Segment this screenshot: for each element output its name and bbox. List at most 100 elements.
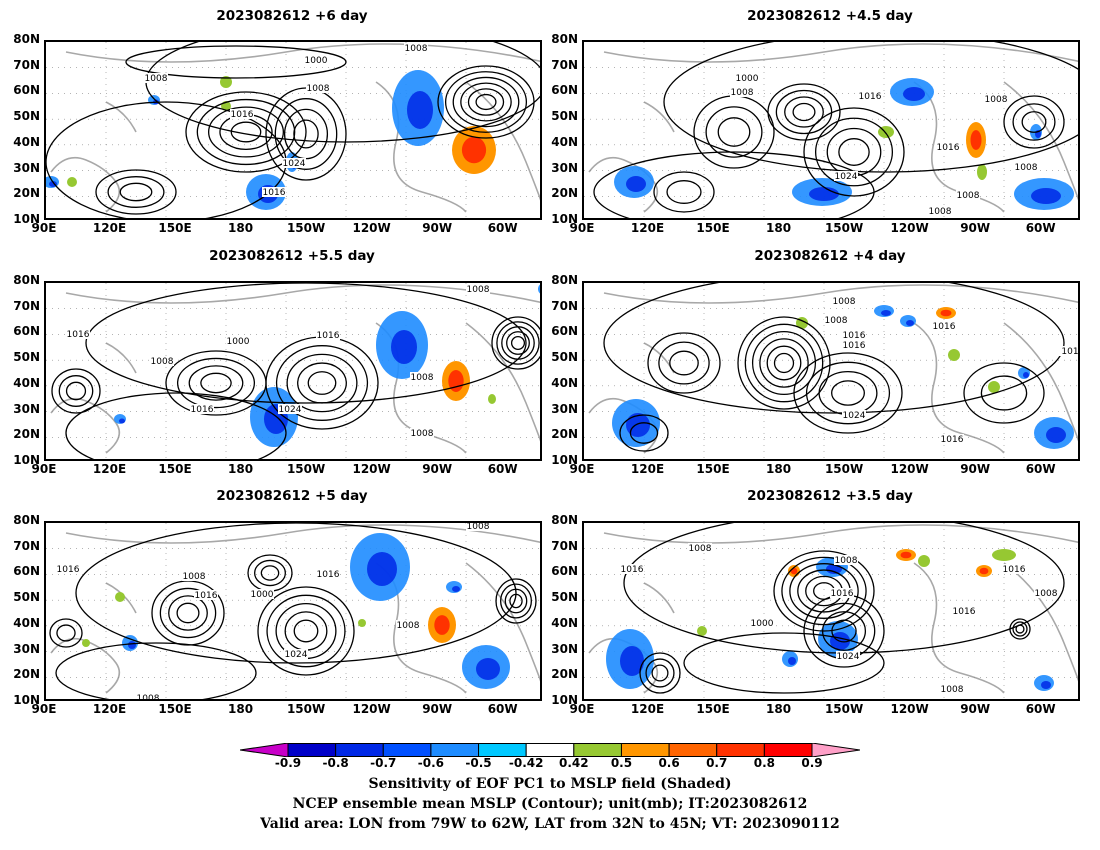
weak-positive-area <box>67 177 77 187</box>
weak-positive-area <box>358 619 366 627</box>
mslp-contour <box>119 182 153 202</box>
contour-label-bg <box>1014 162 1038 172</box>
longitude-tick-label: 150E <box>158 221 192 235</box>
mslp-contour <box>475 93 497 111</box>
contour-label-bg <box>936 142 960 152</box>
colorbar-swatch <box>620 743 670 757</box>
mslp-contour <box>1012 621 1028 637</box>
contour-label-bg <box>136 693 160 699</box>
contour-label: 1008 <box>1035 589 1058 599</box>
map-panel: 1008 1000 1008 1016 1008 1024 1016 <box>44 40 542 220</box>
negative-sensitivity-core <box>1023 372 1029 378</box>
longitude-tick-label: 150W <box>824 462 864 476</box>
contour-label: 1008 <box>145 74 168 84</box>
mslp-contour <box>639 652 681 694</box>
mslp-contour <box>838 138 870 166</box>
colorbar-bar <box>239 742 861 758</box>
latitude-tick-label: 30N <box>13 641 40 656</box>
positive-sensitivity-core <box>940 309 952 317</box>
coastline <box>465 322 540 442</box>
longitude-tick-label: 90W <box>422 462 453 476</box>
contour-label: 1008 <box>825 316 848 326</box>
contour-label-bg <box>952 606 976 616</box>
weak-positive-area <box>82 639 90 647</box>
mslp-contour <box>293 619 319 643</box>
contour-label-bg <box>182 571 206 581</box>
map-plot: 1008 1016 1008 1016 1016 1000 1024 1008 1008 1016 <box>584 523 1078 699</box>
mslp-contour <box>759 338 809 388</box>
mslp-contour <box>510 335 526 351</box>
latitude-tick-label: 80N <box>551 273 578 287</box>
colorbar-swatch <box>525 743 575 757</box>
mslp-contour <box>792 102 816 122</box>
mslp-contour <box>1003 95 1065 149</box>
positive-sensitivity-core <box>979 567 989 575</box>
weak-positive-area <box>948 349 960 361</box>
contour-label: 1016 <box>191 405 214 415</box>
coastline <box>1003 322 1078 442</box>
contour-label: 1024 <box>837 652 860 662</box>
contour-label: 1016 <box>57 565 80 575</box>
longitude-tick-label: 90W <box>422 221 453 235</box>
positive-sensitivity-core <box>434 615 450 635</box>
colorbar-tick-label: -0.9 <box>274 756 302 770</box>
contour-label: 1016 <box>231 110 254 120</box>
mslp-contour <box>980 375 1028 411</box>
latitude-tick-label: 80N <box>13 32 40 46</box>
contour-label: 1008 <box>1015 163 1038 173</box>
weak-positive-area <box>988 381 1000 393</box>
contour-label-bg <box>688 543 712 553</box>
contour-label-bg <box>1002 564 1026 574</box>
colorbar-swatch <box>668 743 718 757</box>
longitude-tick-label: 120E <box>630 702 665 716</box>
mslp-contour <box>803 107 905 197</box>
contour-label: 1016 <box>843 341 866 351</box>
longitude-tick-label: 90E <box>569 462 595 476</box>
coastline <box>913 562 1005 694</box>
contour-label: 1008 <box>941 685 964 695</box>
latitude-tick-label: 10N <box>551 212 578 226</box>
contour-label-bg <box>466 284 490 294</box>
latitude-tick-label: 50N <box>13 350 40 365</box>
mslp-contour <box>717 117 751 147</box>
contour-label-bg <box>984 94 1008 104</box>
contour-label-bg <box>735 73 759 83</box>
coastline <box>643 582 675 614</box>
contour-label: 1024 <box>285 650 308 660</box>
longitude-tick-label: 120W <box>352 462 391 476</box>
mslp-contour <box>766 345 802 381</box>
colorbar-tick-label: -0.6 <box>417 756 445 770</box>
latitude-tick-label: 10N <box>551 693 578 707</box>
mslp-contour <box>56 624 76 642</box>
mslp-contour <box>265 336 379 430</box>
longitude-tick-label: 120E <box>630 221 665 235</box>
contour-label-bg <box>230 109 254 119</box>
longitude-tick-label: 180 <box>228 702 254 716</box>
mslp-contour <box>789 563 859 619</box>
map-plot: 1000 1008 1016 1008 1016 1024 1008 1008 1008 <box>584 42 1078 218</box>
longitude-tick-label: 180 <box>228 221 254 235</box>
mslp-contour <box>49 618 83 648</box>
latitude-tick-label: 40N <box>13 375 40 390</box>
latitude-tick-label: 10N <box>13 453 40 467</box>
mslp-contour <box>200 372 232 394</box>
latitude-tick-label: 70N <box>13 298 40 313</box>
colorbar-tick-label: -0.8 <box>322 756 349 770</box>
contour-label-bg <box>928 206 952 216</box>
longitude-tick-label: 120W <box>890 462 929 476</box>
mslp-contour <box>669 350 699 376</box>
contour-label: 1008 <box>835 556 858 566</box>
negative-sensitivity-core <box>626 176 646 192</box>
mslp-contour <box>831 619 857 643</box>
mslp-contour <box>500 583 532 619</box>
contour-label-bg <box>404 43 428 53</box>
caption-line-2: NCEP ensemble mean MSLP (Contour); unit(… <box>292 796 808 812</box>
contour-label-bg <box>190 404 214 414</box>
colorbar-tick-label: 0.42 <box>559 756 589 770</box>
mslp-contour <box>65 392 287 459</box>
longitude-tick-label: 150E <box>158 462 192 476</box>
contour-label: 1000 <box>251 590 274 600</box>
longitude-tick-label: 150W <box>824 702 864 716</box>
weak-positive-area <box>977 164 987 180</box>
negative-sensitivity-area <box>538 284 540 294</box>
